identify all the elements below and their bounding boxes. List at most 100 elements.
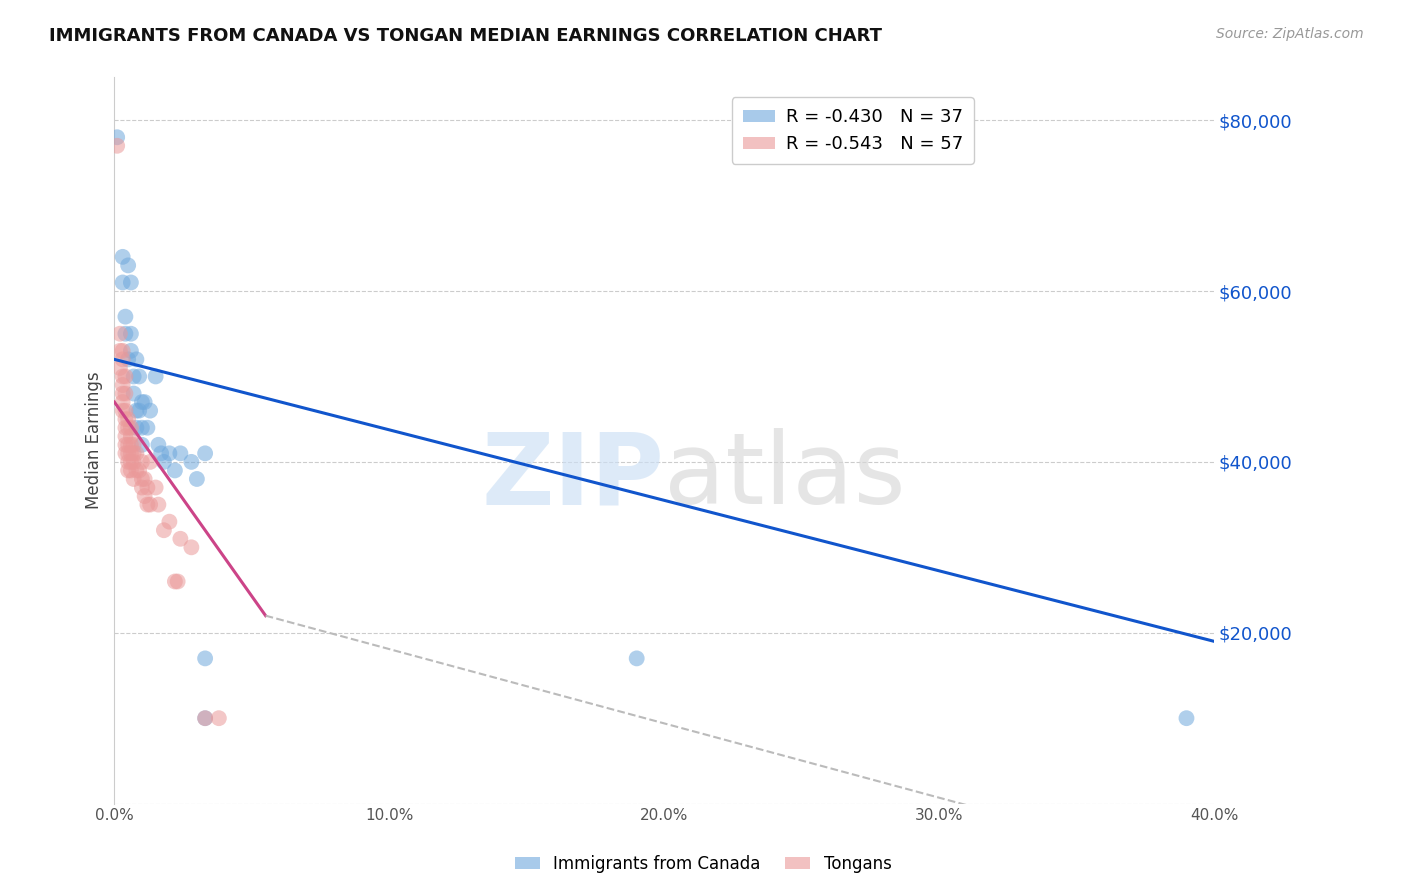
Point [194, 711, 217, 725]
Point [136, 481, 159, 495]
Point [114, 326, 136, 341]
Point [120, 463, 142, 477]
Point [1175, 711, 1198, 725]
Point [114, 386, 136, 401]
Point [108, 326, 131, 341]
Point [117, 352, 139, 367]
Point [128, 403, 150, 417]
Point [117, 446, 139, 460]
Point [120, 438, 142, 452]
Point [208, 711, 231, 725]
Point [131, 455, 153, 469]
Text: ZIP: ZIP [481, 428, 664, 525]
Point [125, 421, 148, 435]
Point [134, 472, 156, 486]
Point [153, 455, 176, 469]
Point [139, 498, 162, 512]
Point [125, 446, 148, 460]
Point [122, 369, 145, 384]
Point [111, 276, 134, 290]
Point [105, 130, 128, 145]
Point [114, 310, 136, 324]
Point [128, 369, 150, 384]
Point [180, 541, 202, 555]
Point [108, 360, 131, 375]
Point [134, 395, 156, 409]
Point [122, 472, 145, 486]
Point [131, 438, 153, 452]
Point [120, 446, 142, 460]
Point [111, 386, 134, 401]
Point [194, 446, 217, 460]
Text: IMMIGRANTS FROM CANADA VS TONGAN MEDIAN EARNINGS CORRELATION CHART: IMMIGRANTS FROM CANADA VS TONGAN MEDIAN … [49, 27, 882, 45]
Text: atlas: atlas [664, 428, 905, 525]
Point [111, 378, 134, 392]
Point [136, 498, 159, 512]
Point [105, 138, 128, 153]
Point [131, 395, 153, 409]
Point [120, 421, 142, 435]
Point [117, 455, 139, 469]
Point [145, 481, 167, 495]
Point [163, 574, 186, 589]
Point [114, 412, 136, 426]
Point [122, 455, 145, 469]
Point [131, 421, 153, 435]
Y-axis label: Median Earnings: Median Earnings [86, 372, 103, 509]
Point [114, 429, 136, 443]
Point [114, 421, 136, 435]
Point [120, 343, 142, 358]
Point [111, 352, 134, 367]
Point [125, 352, 148, 367]
Point [120, 276, 142, 290]
Point [166, 574, 188, 589]
Point [169, 532, 191, 546]
Point [117, 259, 139, 273]
Point [194, 711, 217, 725]
Point [125, 403, 148, 417]
Point [114, 369, 136, 384]
Point [125, 463, 148, 477]
Point [153, 523, 176, 537]
Point [108, 343, 131, 358]
Point [117, 412, 139, 426]
Point [111, 369, 134, 384]
Point [186, 472, 208, 486]
Point [626, 651, 648, 665]
Point [157, 515, 180, 529]
Point [194, 651, 217, 665]
Point [148, 438, 170, 452]
Point [150, 446, 173, 460]
Point [117, 463, 139, 477]
Point [120, 455, 142, 469]
Point [122, 446, 145, 460]
Point [180, 455, 202, 469]
Point [136, 421, 159, 435]
Legend: R = -0.430   N = 37, R = -0.543   N = 57: R = -0.430 N = 37, R = -0.543 N = 57 [731, 97, 974, 164]
Point [114, 438, 136, 452]
Point [117, 421, 139, 435]
Text: Source: ZipAtlas.com: Source: ZipAtlas.com [1216, 27, 1364, 41]
Point [120, 326, 142, 341]
Point [122, 438, 145, 452]
Legend: Immigrants from Canada, Tongans: Immigrants from Canada, Tongans [508, 848, 898, 880]
Point [117, 438, 139, 452]
Point [148, 498, 170, 512]
Point [134, 489, 156, 503]
Point [139, 455, 162, 469]
Point [111, 250, 134, 264]
Point [114, 446, 136, 460]
Point [145, 369, 167, 384]
Point [157, 446, 180, 460]
Point [139, 403, 162, 417]
Point [122, 386, 145, 401]
Point [128, 463, 150, 477]
Point [131, 481, 153, 495]
Point [111, 395, 134, 409]
Point [131, 472, 153, 486]
Point [120, 429, 142, 443]
Point [169, 446, 191, 460]
Point [163, 463, 186, 477]
Point [114, 403, 136, 417]
Point [111, 403, 134, 417]
